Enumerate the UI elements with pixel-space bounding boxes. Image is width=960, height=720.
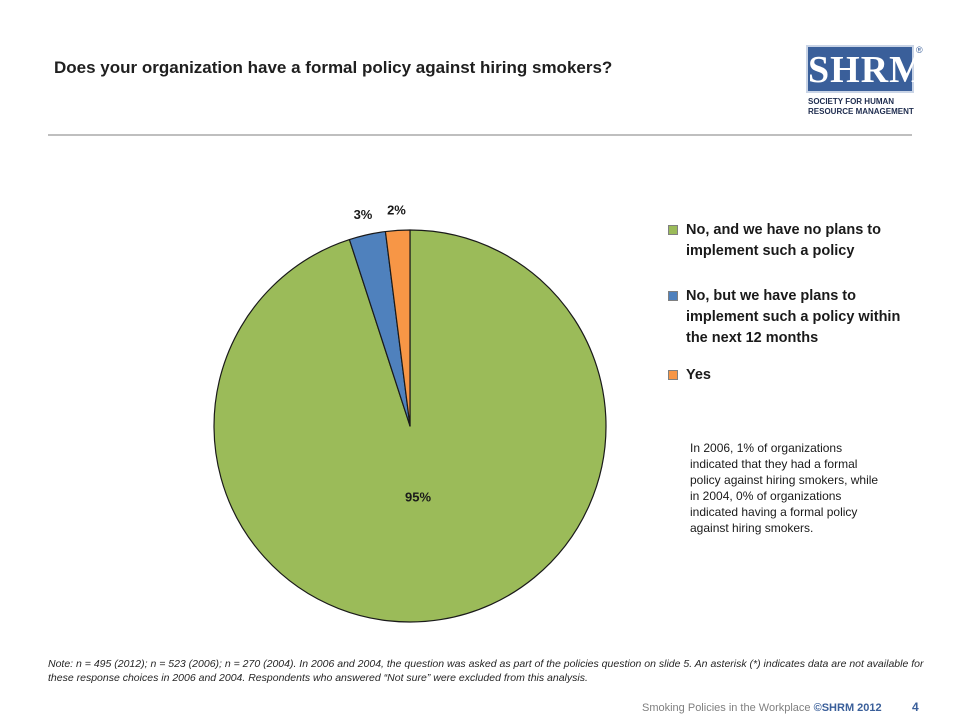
trend-callout: In 2006, 1% of organizations indicated t…: [690, 441, 879, 535]
pie-data-label-1: 95%: [405, 489, 431, 504]
legend-swatch-1: [668, 225, 678, 235]
pie-data-label-2: 3%: [354, 207, 373, 222]
footer-brand: ©SHRM 2012: [813, 702, 882, 714]
legend-item-3: Yes: [668, 365, 908, 386]
legend-item-1: No, and we have no plans to implement su…: [668, 220, 908, 262]
chart-legend: No, and we have no plans to implement su…: [668, 220, 908, 386]
shrm-logo: SHRM ® Society for Human Resource Manage…: [806, 45, 925, 141]
logo-subtitle: Society for Human Resource Management: [808, 97, 918, 117]
legend-item-2: No, but we have plans to implement such …: [668, 286, 908, 349]
logo-wordmark: SHRM: [806, 45, 925, 93]
pie-slice-3: [384, 229, 411, 427]
methodology-note: Note: n = 495 (2012); n = 523 (2006); n …: [48, 658, 924, 684]
legend-label-1: No, and we have no plans to implement su…: [686, 222, 881, 259]
logo-subtitle-line2: Resource Management: [808, 107, 914, 116]
title-divider: [48, 134, 912, 136]
page-number: 4: [912, 700, 919, 714]
slide-title: Does your organization have a formal pol…: [54, 58, 613, 77]
pie-slices: [213, 229, 607, 623]
legend-label-3: Yes: [686, 367, 711, 383]
pie-data-label-3: 2%: [387, 202, 406, 217]
logo-registered-mark: ®: [916, 45, 923, 55]
legend-swatch-3: [668, 370, 678, 380]
legend-label-2: No, but we have plans to implement such …: [686, 288, 901, 346]
footer: Smoking Policies in the Workplace ©SHRM …: [642, 702, 882, 714]
legend-swatch-2: [668, 291, 678, 301]
footer-text: Smoking Policies in the Workplace: [642, 702, 814, 714]
logo-subtitle-line1: Society for Human: [808, 97, 895, 106]
pie-data-labels: 95% 3% 2%: [354, 202, 432, 504]
